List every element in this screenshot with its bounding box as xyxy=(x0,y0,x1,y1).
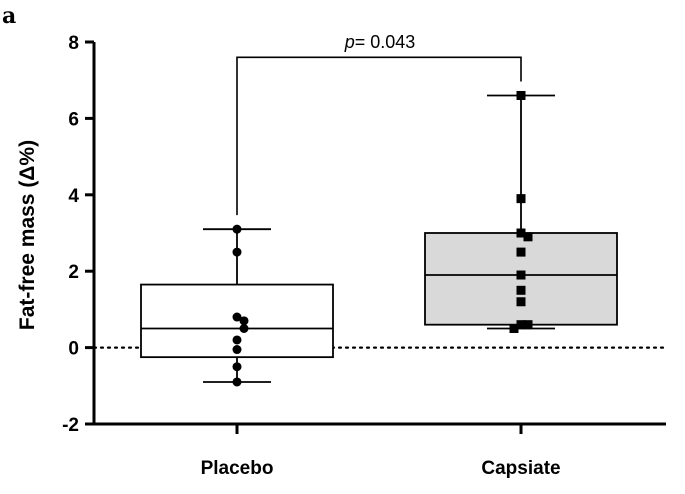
significance-label: p= 0.043 xyxy=(344,32,416,52)
data-point-circle xyxy=(239,316,249,326)
data-point-circle xyxy=(232,377,242,387)
data-point-circle xyxy=(232,335,242,345)
panel-label: a xyxy=(2,3,16,29)
data-point-square xyxy=(523,232,533,242)
y-tick-label: 2 xyxy=(68,262,79,283)
data-point-square xyxy=(516,270,526,280)
p-symbol: p xyxy=(344,32,355,52)
y-axis-title: Fat-free mass (Δ%) xyxy=(16,140,39,330)
data-point-circle xyxy=(232,247,242,257)
significance-bracket xyxy=(236,56,522,216)
data-point-square xyxy=(516,320,526,330)
data-point-circle xyxy=(232,312,242,322)
data-point-square xyxy=(516,90,526,100)
x-category-label: Placebo xyxy=(201,458,274,479)
data-point-square xyxy=(516,228,526,238)
data-point-square xyxy=(523,320,533,330)
y-tick-label: 0 xyxy=(68,339,79,360)
y-tick-label: 4 xyxy=(68,186,79,207)
y-tick-label: 6 xyxy=(68,109,79,130)
x-category-label: Capsiate xyxy=(481,458,560,479)
plot-area: -2 0 2 4 6 8 Placebo Capsiate xyxy=(62,33,668,479)
data-point-circle xyxy=(232,362,242,372)
y-tick-label: -2 xyxy=(62,415,79,436)
data-point-square xyxy=(516,194,526,204)
data-point-square xyxy=(516,247,526,257)
data-point-square xyxy=(509,324,519,333)
data-point-circle xyxy=(232,224,242,234)
data-point-square xyxy=(516,297,526,307)
data-point-square xyxy=(516,285,526,295)
data-point-circle xyxy=(232,345,242,355)
data-point-circle xyxy=(239,324,249,333)
y-tick-label: 8 xyxy=(68,33,79,54)
p-value: = 0.043 xyxy=(355,32,416,52)
